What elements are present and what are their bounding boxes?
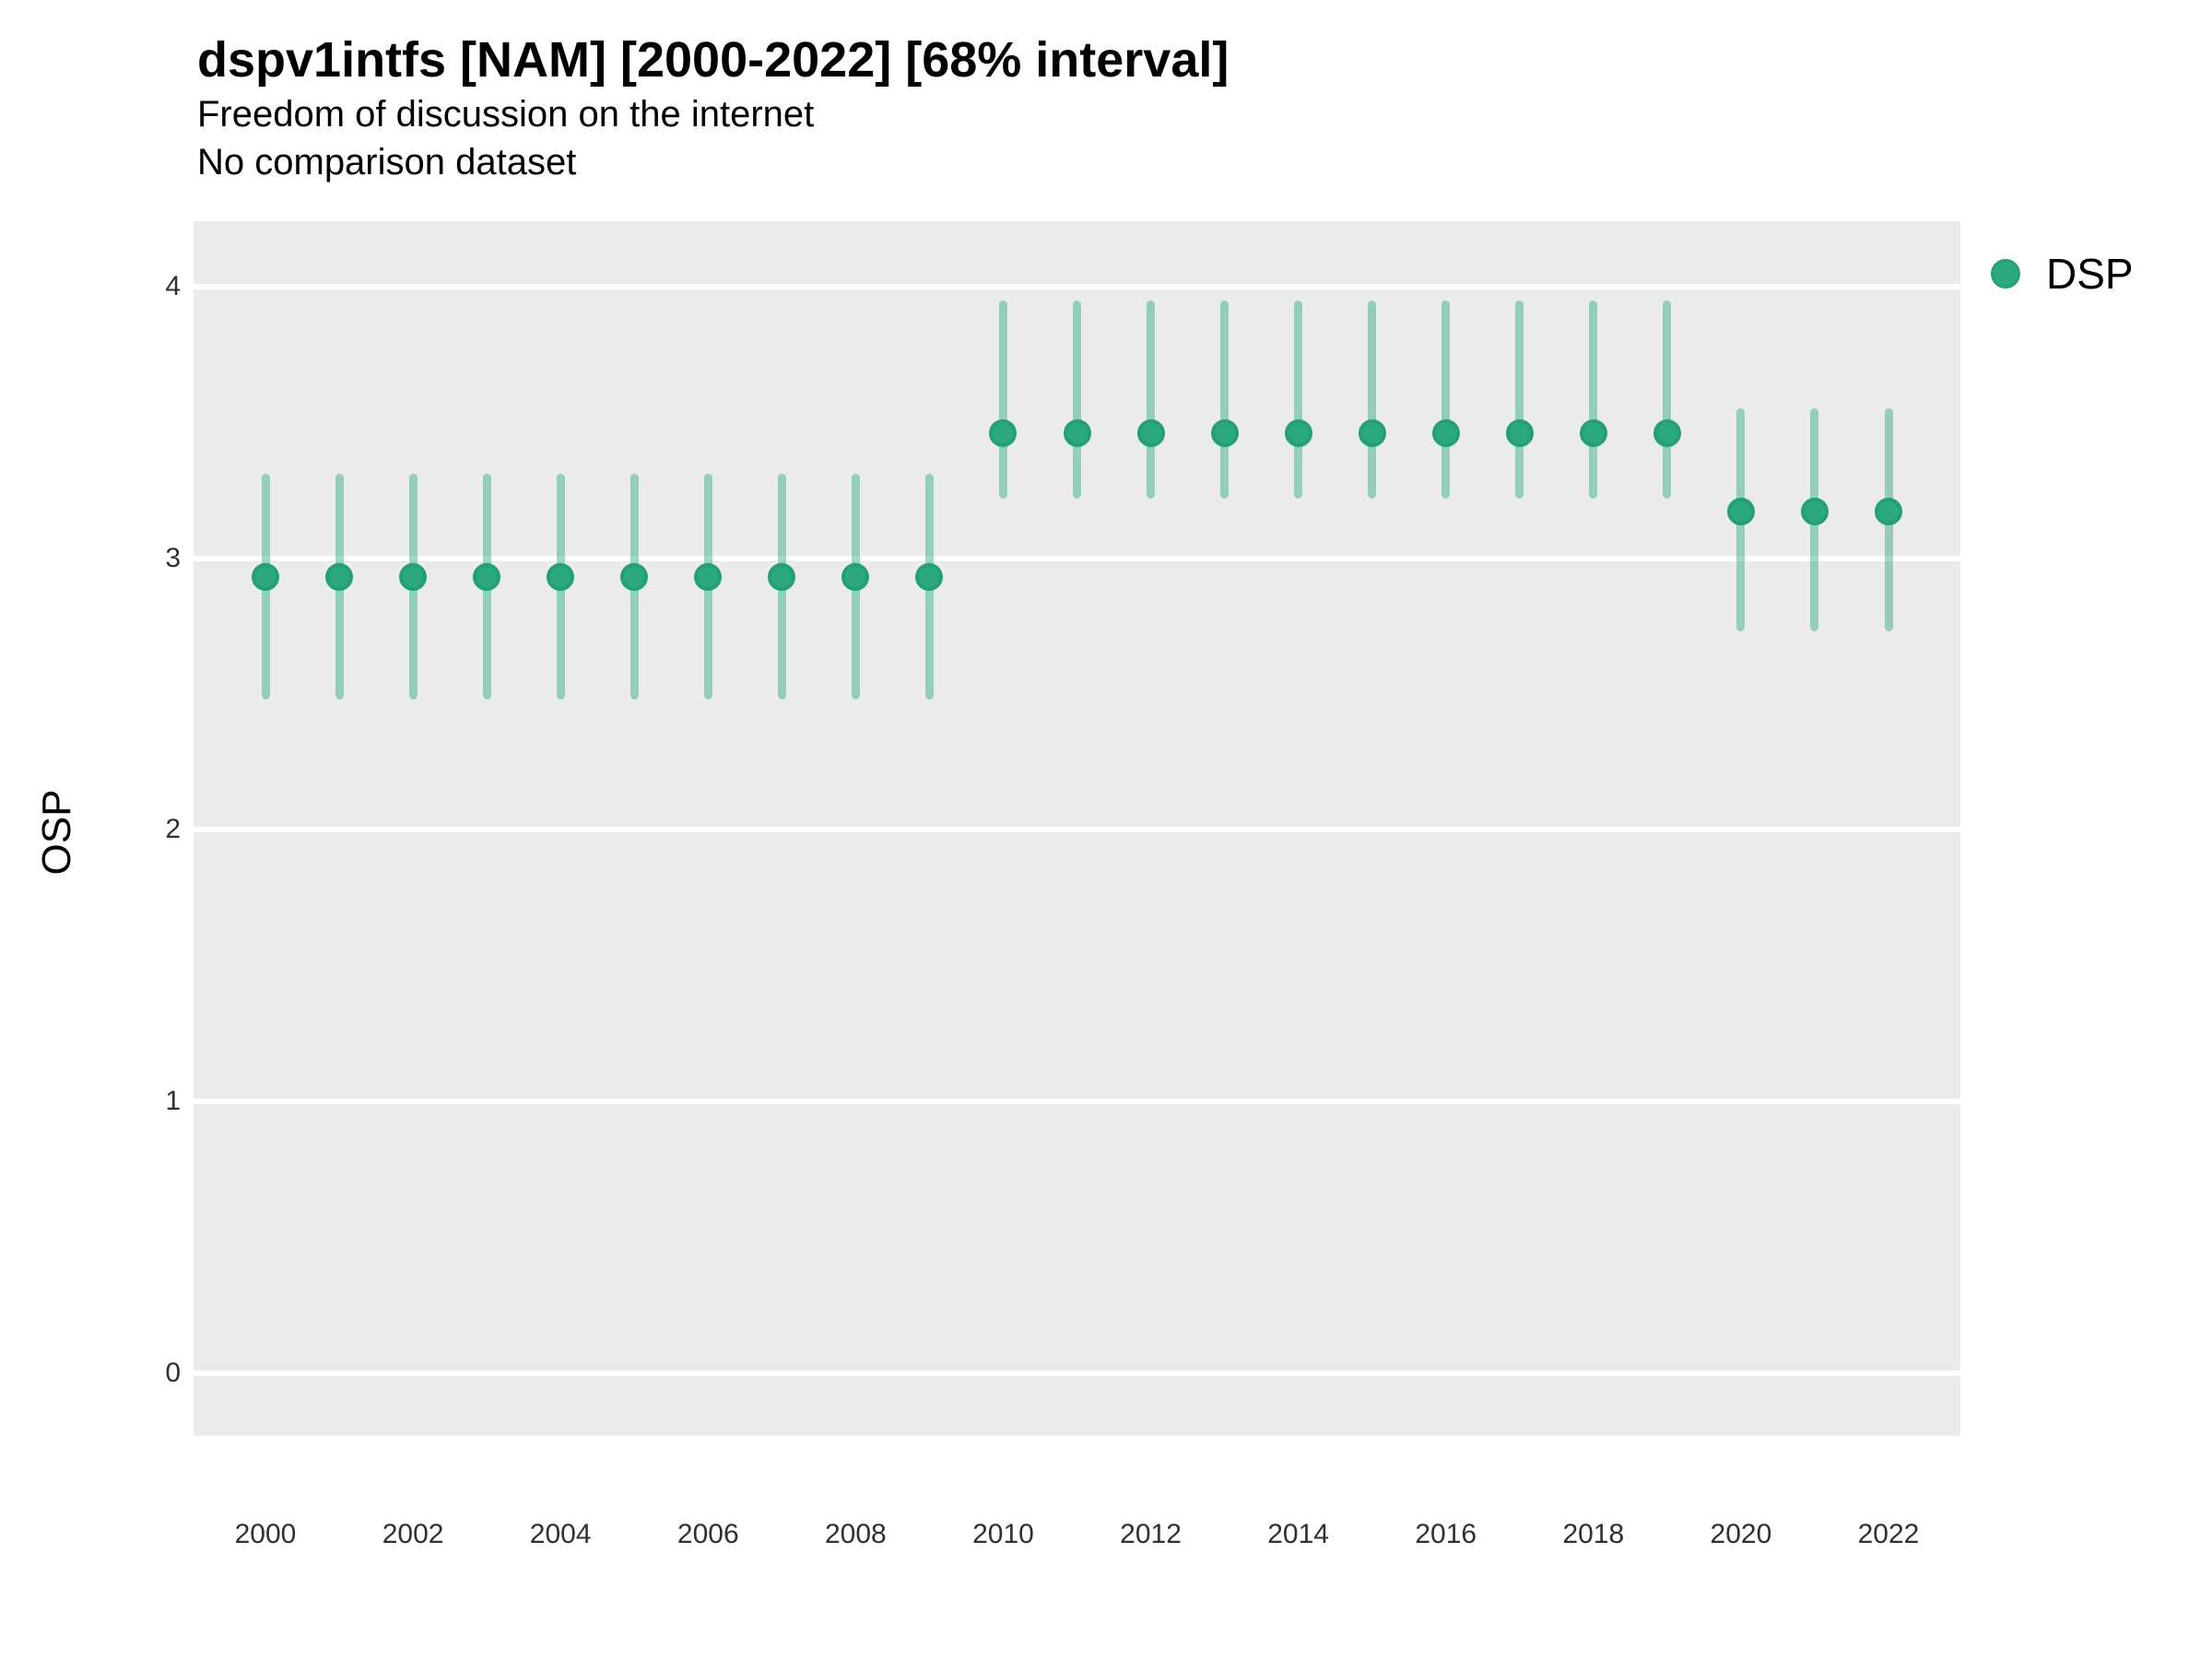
y-tick-label: 0 (165, 1358, 181, 1389)
data-point (1431, 418, 1460, 447)
legend: DSP (1991, 249, 2134, 299)
interval-bar (998, 300, 1007, 499)
interval-bar (1663, 300, 1672, 499)
data-point (1284, 418, 1312, 447)
x-tick-label: 2010 (972, 1519, 1034, 1549)
data-point (915, 563, 944, 592)
data-point (1063, 418, 1091, 447)
gridline (194, 555, 1960, 561)
data-point (1653, 418, 1681, 447)
data-point (768, 563, 796, 592)
y-tick-label: 4 (165, 270, 181, 301)
x-tick-label: 2022 (1857, 1519, 1920, 1549)
y-tick-label: 1 (165, 1086, 181, 1117)
data-point (252, 563, 279, 592)
chart-subtitle: Freedom of discussion on the internet (197, 94, 815, 135)
interval-bar (1441, 300, 1451, 499)
gridline (194, 827, 1960, 833)
x-tick-label: 2006 (677, 1519, 739, 1549)
x-tick-label: 2018 (1562, 1519, 1625, 1549)
y-tick-label: 2 (165, 814, 181, 845)
data-point (1726, 498, 1755, 526)
data-point (694, 563, 723, 592)
data-point (989, 418, 1018, 447)
interval-bar (1368, 300, 1377, 499)
x-tick-label: 2012 (1120, 1519, 1182, 1549)
y-tick-label: 3 (165, 542, 181, 573)
x-tick-label: 2014 (1267, 1519, 1329, 1549)
gridline (194, 1371, 1960, 1377)
data-point (620, 563, 649, 592)
x-tick-label: 2000 (234, 1519, 297, 1549)
data-point (1358, 418, 1386, 447)
legend-point-icon (1991, 259, 2020, 288)
data-point (1800, 498, 1829, 526)
data-point (1505, 418, 1534, 447)
data-point (1136, 418, 1165, 447)
data-point (399, 563, 428, 592)
x-tick-label: 2008 (824, 1519, 887, 1549)
interval-bar (1147, 300, 1156, 499)
interval-bar (1220, 300, 1230, 499)
interval-bar (1294, 300, 1303, 499)
interval-bar (1515, 300, 1524, 499)
data-point (1210, 418, 1239, 447)
interval-bar (1589, 300, 1598, 499)
data-point (1875, 498, 1902, 526)
chart-title: dspv1intfs [NAM] [2000-2022] [68% interv… (197, 32, 1230, 88)
plot-panel (194, 221, 1960, 1436)
data-point (547, 563, 575, 592)
x-tick-label: 2004 (529, 1519, 592, 1549)
x-tick-label: 2002 (382, 1519, 444, 1549)
y-axis-title: OSP (34, 789, 79, 876)
legend-item-label: DSP (2046, 250, 2134, 298)
data-point (1579, 418, 1607, 447)
data-point (325, 563, 354, 592)
x-tick-label: 2020 (1710, 1519, 1772, 1549)
gridline (194, 283, 1960, 289)
data-point (841, 563, 870, 592)
gridline (194, 1099, 1960, 1105)
data-point (473, 563, 501, 592)
x-tick-label: 2016 (1415, 1519, 1477, 1549)
chart-comparison-note: No comparison dataset (197, 142, 577, 182)
interval-bar (1073, 300, 1081, 499)
